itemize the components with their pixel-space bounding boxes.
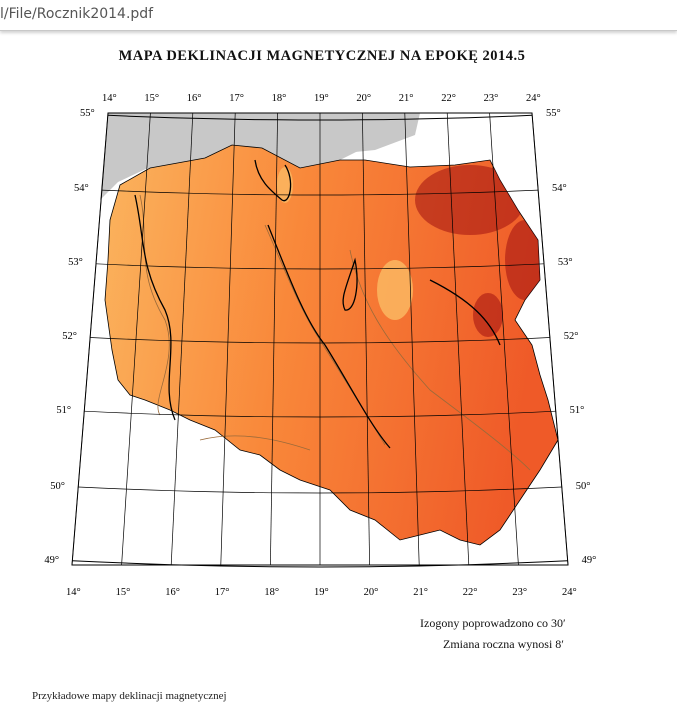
parallel-label-left-51: 51° <box>56 405 71 416</box>
meridian-label-bottom-19: 19° <box>314 587 329 598</box>
parallel-label-right-51: 51° <box>570 405 585 416</box>
sea-area-east <box>300 113 420 152</box>
parallel-label-right-50: 50° <box>576 481 591 492</box>
parallel-49 <box>72 560 568 568</box>
parallel-label-right-52: 52° <box>564 331 579 342</box>
meridian-label-top-23: 23° <box>484 93 499 104</box>
meridian-16 <box>170 112 194 566</box>
bold-contours <box>134 159 501 449</box>
meridian-label-bottom-18: 18° <box>264 587 279 598</box>
meridian-label-top-22: 22° <box>441 93 456 104</box>
contour-line-3 <box>342 257 358 311</box>
meridian-label-top-19: 19° <box>314 93 329 104</box>
meridian-label-top-20: 20° <box>356 93 371 104</box>
parallel-52 <box>90 337 550 344</box>
isogon-east <box>349 249 531 471</box>
graticule <box>71 112 569 568</box>
isogon-west <box>139 194 170 416</box>
meridian-label-bottom-23: 23° <box>512 587 527 598</box>
footer-text: Przykładowe mapy deklinacji magnetycznej <box>32 690 227 702</box>
parallel-53 <box>96 263 544 270</box>
meridian-20 <box>362 112 370 566</box>
meridian-label-bottom-16: 16° <box>165 587 180 598</box>
meridian-label-bottom-15: 15° <box>116 587 131 598</box>
meridian-label-top-18: 18° <box>272 93 287 104</box>
contour-line-1 <box>134 194 176 421</box>
parallel-label-right-49: 49° <box>582 555 597 566</box>
meridian-label-top-24: 24° <box>526 93 541 104</box>
url-text[interactable]: l/File/Rocznik2014.pdf <box>0 6 154 22</box>
poland-territory <box>104 144 559 546</box>
meridian-label-bottom-24: 24° <box>562 587 577 598</box>
parallel-label-left-55: 55° <box>80 108 95 119</box>
map-title: MAPA DEKLINACJI MAGNETYCZNEJ NA EPOKĘ 20… <box>118 48 526 64</box>
contour-line-4 <box>429 279 501 346</box>
isogon-south <box>199 435 311 451</box>
meridian-label-top-14: 14° <box>102 93 117 104</box>
meridian-label-bottom-17: 17° <box>215 587 230 598</box>
meridian-23 <box>489 112 519 566</box>
meridian-18 <box>270 112 278 566</box>
contour-line-5 <box>254 159 292 202</box>
anomaly-east-central <box>473 293 503 337</box>
parallel-label-left-52: 52° <box>62 331 77 342</box>
meridian-label-bottom-21: 21° <box>413 587 428 598</box>
parallel-51 <box>84 410 556 418</box>
graticule-labels: 14° 14° 15° 15° 16° 16° 17° 17° 18° 18° 19° 19° 20° 2… <box>44 93 596 598</box>
meridian-label-bottom-14: 14° <box>66 587 81 598</box>
annual-change-note: Zmiana roczna wynosi 8′ <box>443 637 564 651</box>
parallel-label-left-50: 50° <box>50 481 65 492</box>
meridian-label-top-21: 21° <box>399 93 414 104</box>
meridian-label-bottom-20: 20° <box>364 587 379 598</box>
meridian-label-top-15: 15° <box>144 93 159 104</box>
parallel-label-right-55: 55° <box>546 108 561 119</box>
anomaly-northeast <box>415 165 525 235</box>
meridian-label-top-17: 17° <box>229 93 244 104</box>
baltic-sea-area <box>100 113 360 200</box>
anomaly-light-mazury <box>377 260 413 320</box>
meridian-17 <box>220 112 236 566</box>
isogons-note: Izogony poprowadzono co 30′ <box>420 616 566 630</box>
parallel-label-left-54: 54° <box>74 183 89 194</box>
meridian-21 <box>404 112 420 566</box>
contour-line-2 <box>267 224 391 449</box>
map-frame <box>71 112 569 566</box>
meridian-15 <box>121 112 151 566</box>
parallel-label-left-53: 53° <box>68 257 83 268</box>
parallel-label-left-49: 49° <box>44 555 59 566</box>
parallel-label-right-54: 54° <box>552 183 567 194</box>
browser-address-bar[interactable]: l/File/Rocznik2014.pdf <box>0 0 677 31</box>
parallel-50 <box>78 486 562 494</box>
meridian-22 <box>446 112 470 566</box>
anomaly-east <box>505 220 545 300</box>
meridian-label-bottom-22: 22° <box>463 587 478 598</box>
parallel-label-right-53: 53° <box>558 257 573 268</box>
parallel-54 <box>101 189 539 196</box>
parallel-55 <box>107 114 533 121</box>
meridian-label-top-16: 16° <box>187 93 202 104</box>
